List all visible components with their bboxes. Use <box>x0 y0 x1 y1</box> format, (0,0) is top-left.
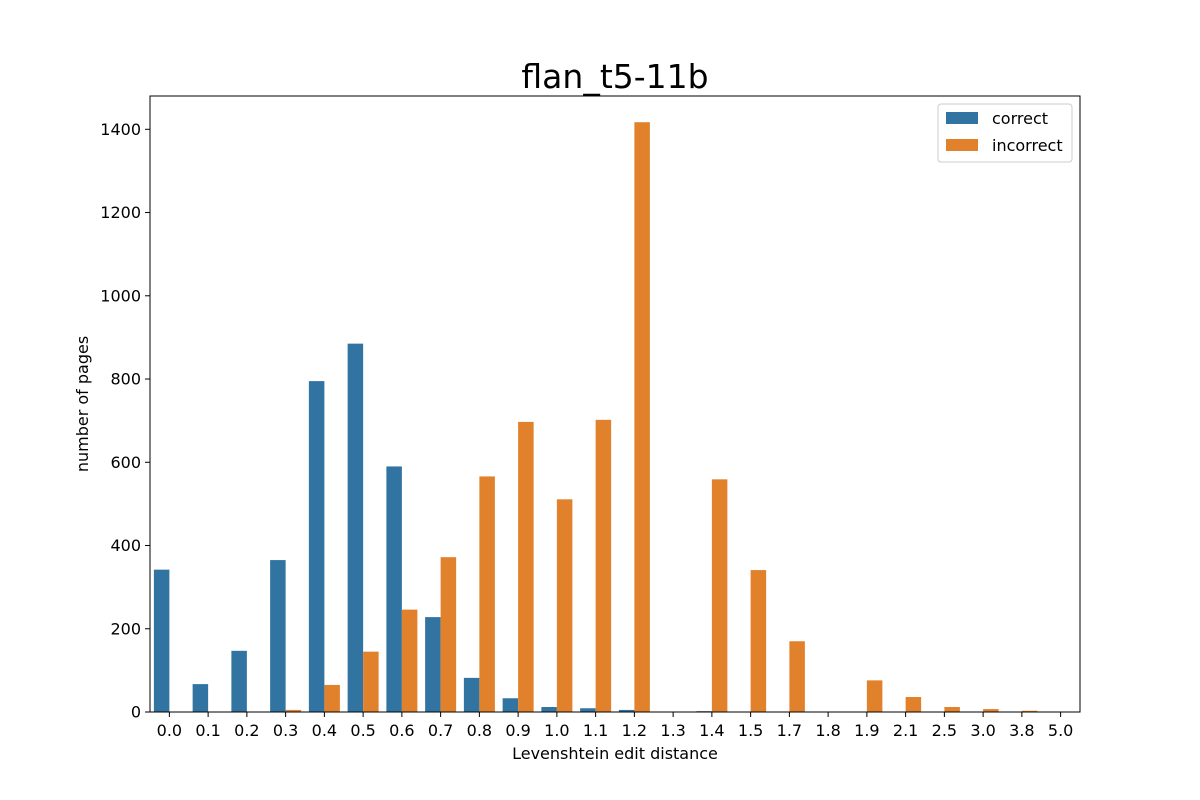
bar-incorrect-1.4 <box>711 479 728 712</box>
bar-incorrect-3.8 <box>1021 710 1038 712</box>
legend-label-correct: correct <box>992 109 1048 128</box>
x-tick-label: 1.8 <box>815 721 840 740</box>
x-tick-label: 3.8 <box>1009 721 1034 740</box>
x-tick-label: 5.0 <box>1048 721 1073 740</box>
bar-incorrect-1.2 <box>634 122 650 713</box>
x-tick-label: 1.7 <box>777 721 802 740</box>
bar-correct-0.8 <box>463 677 480 712</box>
x-tick-label: 1.1 <box>583 721 608 740</box>
y-tick-label: 0 <box>131 703 141 722</box>
bar-incorrect-0.9 <box>518 421 534 712</box>
x-axis: 0.0 0.1 0.2 0.3 0.4 0.5 0.6 0.7 0.8 0.9 1.0 1.1 1.2 1… <box>157 712 1073 740</box>
x-tick-label: 0.1 <box>195 721 220 740</box>
x-tick-label: 1.2 <box>622 721 647 740</box>
bars-group <box>153 122 1038 713</box>
x-tick-label: 1.9 <box>854 721 879 740</box>
x-tick-label: 0.0 <box>157 721 182 740</box>
x-tick-label: 3.0 <box>970 721 995 740</box>
y-axis: 0 200 400 600 800 1000 1200 1400 <box>100 120 150 722</box>
bar-incorrect-1.9 <box>866 680 883 712</box>
bar-incorrect-0.4 <box>324 684 340 712</box>
x-tick-label: 0.9 <box>505 721 530 740</box>
plot-frame <box>149 95 1081 713</box>
bar-incorrect-1.5 <box>750 570 767 712</box>
bar-correct-0.1 <box>192 684 209 712</box>
bar-correct-0.9 <box>502 698 519 712</box>
y-tick-label: 800 <box>110 370 141 389</box>
x-tick-label: 1.4 <box>699 721 724 740</box>
x-tick-label: 1.5 <box>738 721 763 740</box>
bar-correct-0.2 <box>231 650 247 712</box>
bar-correct-1.2 <box>618 709 635 712</box>
y-tick-label: 1000 <box>100 286 141 305</box>
bar-incorrect-0.3 <box>285 709 302 712</box>
y-axis-label: number of pages <box>73 336 92 472</box>
y-tick-label: 1200 <box>100 203 141 222</box>
x-tick-label: 0.8 <box>467 721 492 740</box>
x-axis-label: Levenshtein edit distance <box>512 744 718 763</box>
x-tick-label: 0.7 <box>428 721 453 740</box>
x-tick-label: 0.6 <box>389 721 414 740</box>
x-tick-label: 0.2 <box>234 721 259 740</box>
bar-incorrect-3.0 <box>983 709 999 712</box>
chart-title: flan_t5-11b <box>521 57 708 96</box>
bar-incorrect-0.7 <box>440 557 457 712</box>
bar-correct-0.6 <box>386 466 402 712</box>
bar-incorrect-1.7 <box>789 641 805 712</box>
bar-correct-0.3 <box>270 560 286 712</box>
legend-swatch-incorrect <box>946 139 978 151</box>
y-tick-label: 400 <box>110 536 141 555</box>
x-tick-label: 2.5 <box>932 721 957 740</box>
bar-incorrect-1.0 <box>556 499 573 712</box>
bar-incorrect-2.5 <box>944 707 960 712</box>
bar-incorrect-0.5 <box>363 651 379 712</box>
x-tick-label: 2.1 <box>893 721 918 740</box>
x-tick-label: 0.5 <box>350 721 375 740</box>
bar-incorrect-2.1 <box>905 697 922 712</box>
x-tick-label: 0.4 <box>312 721 337 740</box>
bar-incorrect-0.6 <box>401 609 418 712</box>
bar-correct-1.1 <box>580 708 596 712</box>
x-tick-label: 1.3 <box>660 721 685 740</box>
bar-correct-1.0 <box>541 707 557 712</box>
y-tick-label: 200 <box>110 619 141 638</box>
bar-incorrect-0.8 <box>479 476 495 712</box>
bar-incorrect-1.1 <box>595 419 612 712</box>
legend-label-incorrect: incorrect <box>992 136 1063 155</box>
x-tick-label: 0.3 <box>273 721 298 740</box>
bar-correct-0.4 <box>308 381 325 712</box>
legend-swatch-correct <box>946 112 978 124</box>
y-tick-label: 1400 <box>100 120 141 139</box>
bar-correct-0.0 <box>153 569 170 712</box>
x-tick-label: 1.0 <box>544 721 569 740</box>
y-tick-label: 600 <box>110 453 141 472</box>
bar-correct-0.5 <box>347 343 364 712</box>
legend: correct incorrect <box>937 103 1073 163</box>
bar-correct-0.7 <box>425 617 441 712</box>
